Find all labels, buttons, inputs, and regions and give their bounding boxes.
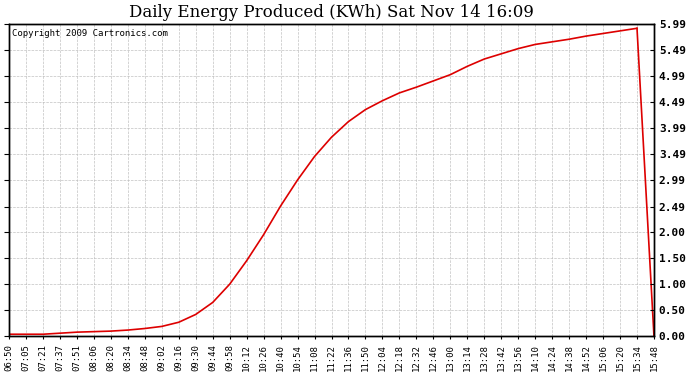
- Title: Daily Energy Produced (KWh) Sat Nov 14 16:09: Daily Energy Produced (KWh) Sat Nov 14 1…: [129, 4, 534, 21]
- Text: Copyright 2009 Cartronics.com: Copyright 2009 Cartronics.com: [12, 29, 168, 38]
